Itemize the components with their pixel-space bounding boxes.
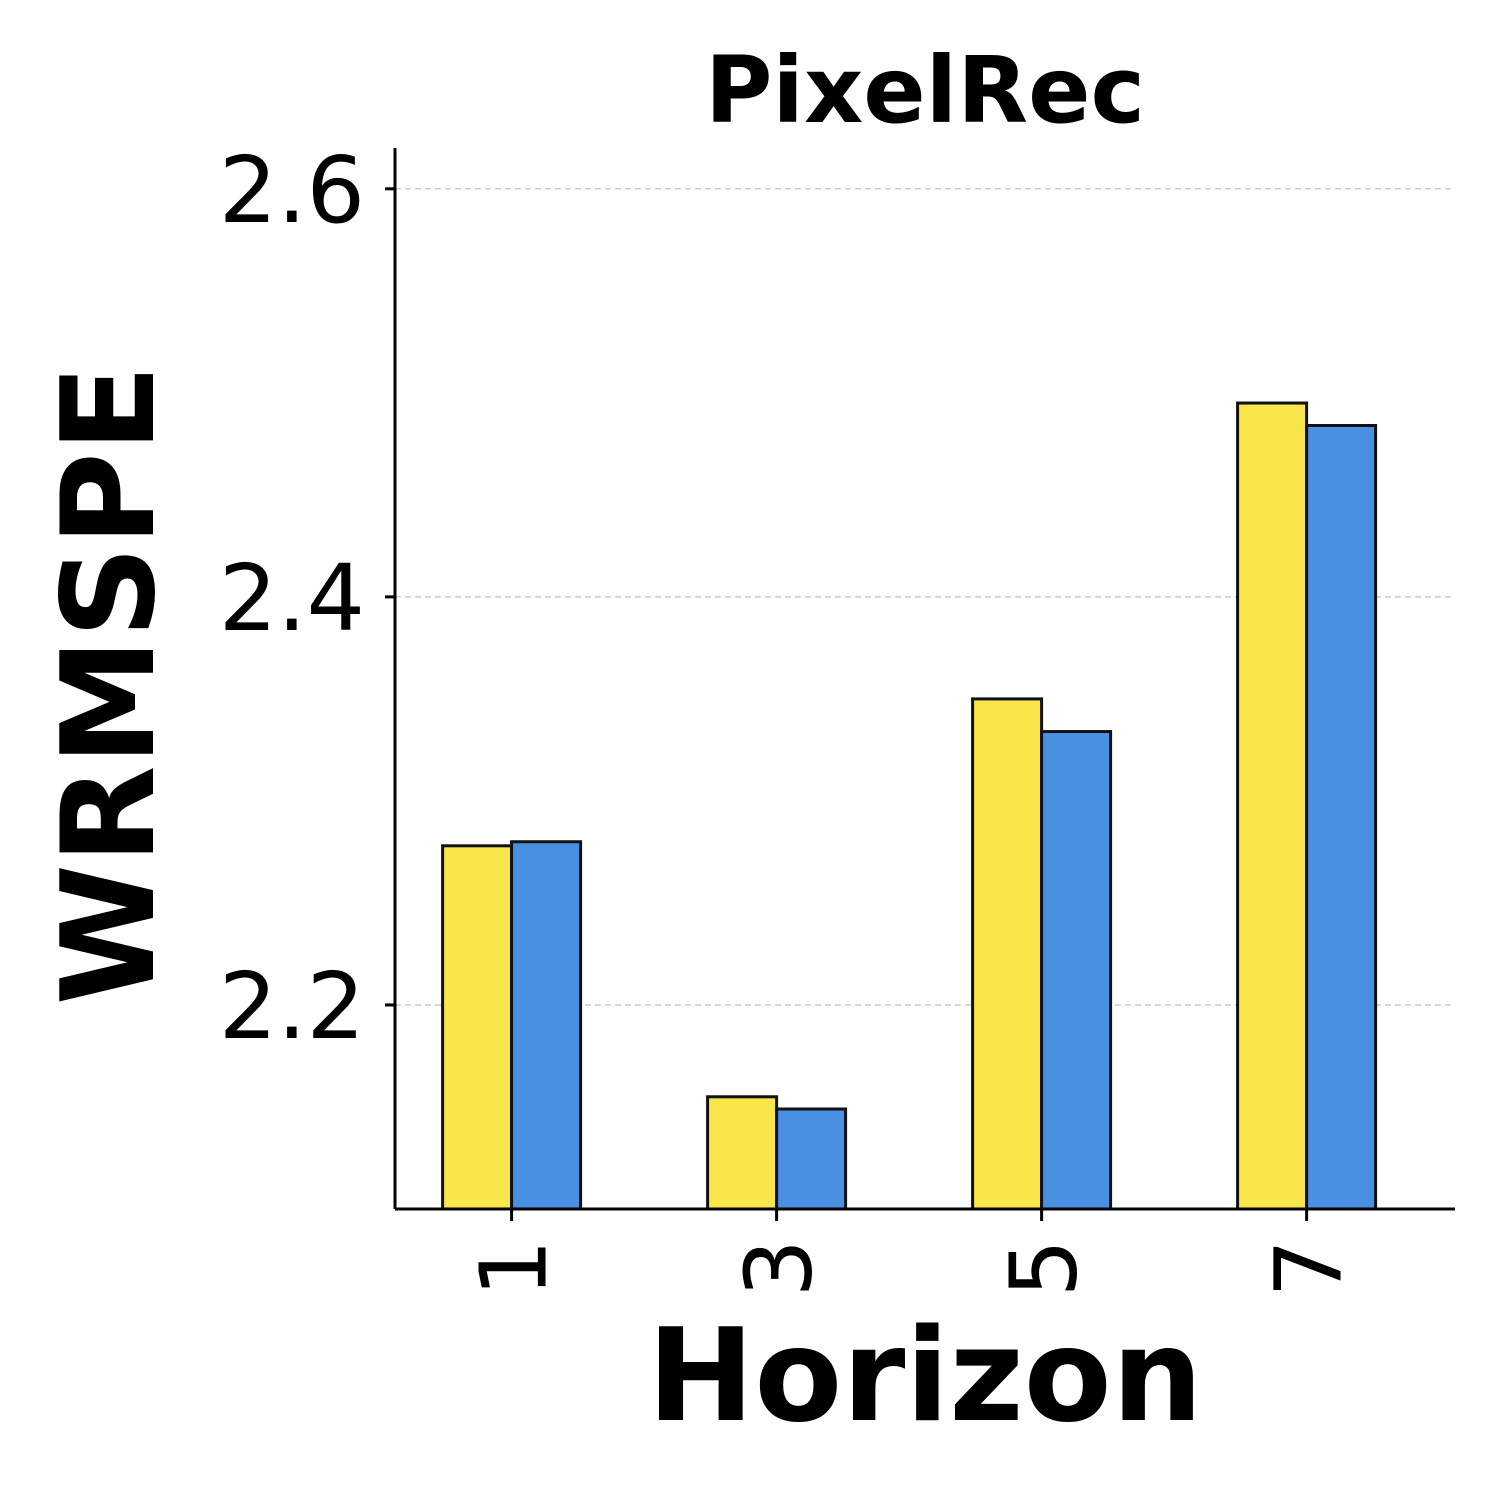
bar [1040, 730, 1113, 1211]
y-tick-label: 2.4 [219, 545, 365, 652]
x-tick-label: 3 [726, 1239, 833, 1298]
axes [393, 148, 1455, 1211]
bar [775, 1107, 848, 1211]
bar [1305, 423, 1378, 1211]
chart-title: PixelRec [705, 37, 1145, 144]
bar [510, 840, 583, 1211]
x-tick-label: 5 [991, 1239, 1098, 1298]
bar [971, 697, 1044, 1211]
bar [706, 1095, 779, 1211]
x-tick-label: 7 [1256, 1239, 1363, 1298]
bar [1236, 401, 1309, 1211]
y-axis-label: WRMSPE [35, 365, 184, 1006]
bars [441, 401, 1378, 1211]
y-tick-label: 2.6 [219, 137, 365, 244]
x-tick-label: 1 [461, 1239, 568, 1298]
x-axis-label: Horizon [647, 1302, 1203, 1451]
bar [441, 844, 514, 1211]
ticks: 2.2 2.4 2.6 1 3 5 7 [219, 137, 1363, 1298]
y-tick-label: 2.2 [219, 953, 365, 1060]
